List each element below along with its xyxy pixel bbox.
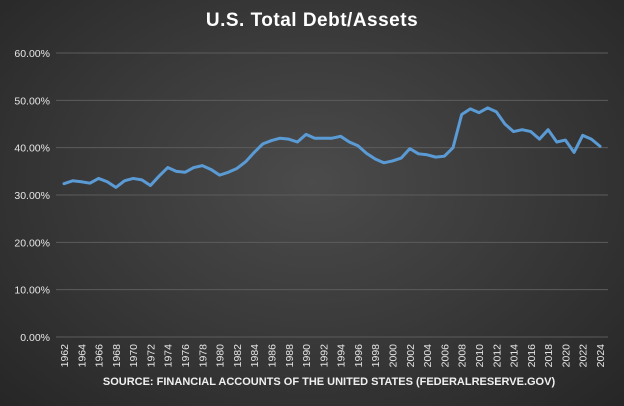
source-note: SOURCE: FINANCIAL ACCOUNTS OF THE UNITED… [102,376,556,388]
y-tick-label: 50.00% [14,95,50,107]
x-tick-label: 1966 [94,344,106,368]
x-tick-label: 1976 [180,344,192,368]
x-tick-label: 2008 [457,344,469,368]
y-tick-label: 60.00% [14,48,50,60]
x-tick-label: 1998 [370,344,382,368]
x-tick-label: 1996 [353,344,365,368]
x-tick-label: 1982 [232,344,244,368]
x-tick-label: 2020 [560,344,572,368]
x-tick-label: 2002 [405,344,417,368]
x-tick-label: 1978 [197,344,209,368]
x-tick-label: 1984 [249,344,261,368]
x-tick-label: 2004 [422,344,434,368]
x-tick-label: 1980 [215,344,227,368]
y-tick-label: 10.00% [14,285,50,297]
x-tick-label: 1990 [301,344,313,368]
x-axis-tick-labels: 1962 1964 1966 1968 1970 1972 1974 1976 1978 1980… [59,344,607,368]
x-tick-label: 1964 [76,344,88,368]
y-tick-label: 0.00% [20,332,50,344]
chart-title: U.S. Total Debt/Assets [205,10,419,31]
x-tick-label: 2018 [543,344,555,368]
x-tick-label: 1994 [336,344,348,368]
x-tick-label: 2014 [509,344,521,368]
series-lines [62,106,602,189]
y-axis-tick-labels: 0.00% 10.00% 20.00% 30.00% 40.00% 50.00% 60.00… [14,48,50,344]
x-tick-label: 2016 [526,344,538,368]
x-tick-label: 1968 [111,344,123,368]
y-tick-label: 30.00% [14,190,50,202]
x-tick-label: 2010 [474,344,486,368]
x-tick-label: 1972 [145,344,157,368]
x-tick-label: 2012 [491,344,503,368]
x-tick-label: 1988 [284,344,296,368]
x-tick-label: 2024 [595,344,607,368]
y-tick-label: 40.00% [14,143,50,155]
x-tick-label: 1992 [318,344,330,368]
gridlines [56,52,608,338]
x-tick-label: 2022 [578,344,590,368]
series-line-0 [62,106,602,189]
x-tick-label: 2000 [388,344,400,368]
x-tick-label: 1970 [128,344,140,368]
x-tick-label: 1974 [163,344,175,368]
x-tick-label: 1986 [266,344,278,368]
x-tick-label: 2006 [439,344,451,368]
x-tick-label: 1962 [59,344,71,368]
y-tick-label: 20.00% [14,237,50,249]
